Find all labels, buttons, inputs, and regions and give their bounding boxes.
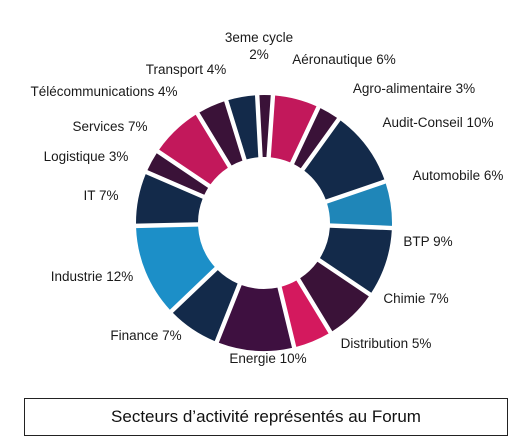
chart-caption: Secteurs d’activité représentés au Forum [111,407,421,426]
slice-t-l-communications [199,101,243,166]
label-logistique: Logistique 3% [44,149,129,164]
slice-chimie [300,261,369,332]
label-it: IT 7% [83,188,118,203]
label-agro-alimentaire: Agro-alimentaire 3% [353,81,475,96]
slice-labels: Aéronautique 6% Agro-alimentaire 3% Audit-… [30,30,503,366]
slice-logistique [147,153,209,195]
slice-automobile [327,183,393,226]
chart-caption-box: Secteurs d’activité représentés au Forum [24,398,508,436]
slice-agro-alimentaire [294,108,338,169]
label-finance: Finance 7% [110,328,181,343]
slice-it [136,174,203,224]
label-btp: BTP 9% [403,234,452,249]
slice-services [159,114,228,185]
label-transport: Transport 4% [146,62,227,77]
slice-audit-conseil [304,120,385,200]
slice-industrie [136,226,215,310]
label-industrie: Industrie 12% [51,269,134,284]
label-3eme-cycle: 3eme cycle 2% [225,30,293,62]
slice-distribution [281,280,329,347]
donut-slices [136,95,393,351]
label-audit-conseil: Audit-Conseil 10% [382,115,493,130]
label-energie: Energie 10% [229,351,306,366]
label-distribution: Distribution 5% [341,336,432,351]
label-chimie: Chimie 7% [383,291,448,306]
slice-3eme-cycle [259,95,271,158]
label-automobile: Automobile 6% [413,168,504,183]
slice-finance [172,270,238,342]
label-t-l-communications: Télécommunications 4% [30,84,177,99]
slice-energie [218,285,293,351]
label-services: Services 7% [72,119,147,134]
donut-chart: Aéronautique 6% Agro-alimentaire 3% Audit-… [30,30,503,366]
slice-a-ronautique [270,95,317,163]
slice-btp [319,227,392,293]
label-a-ronautique: Aéronautique 6% [292,52,396,67]
slice-transport [228,95,259,160]
